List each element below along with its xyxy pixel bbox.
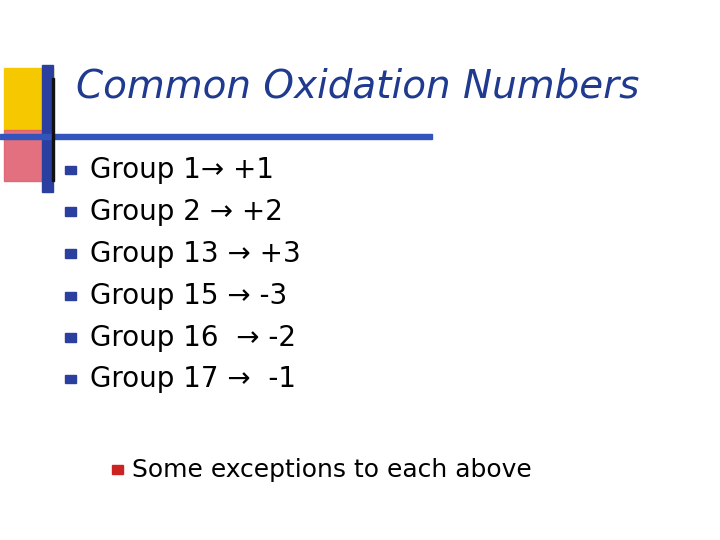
Bar	[65, 333, 76, 342]
Bar	[4, 68, 53, 130]
Text: Group 1→ +1: Group 1→ +1	[90, 156, 274, 184]
Bar	[65, 166, 76, 174]
Bar	[65, 292, 76, 300]
Text: Group 2 → +2: Group 2 → +2	[90, 198, 283, 226]
Text: Group 13 → +3: Group 13 → +3	[90, 240, 301, 268]
Bar	[0, 134, 432, 139]
Text: Group 16  → -2: Group 16 → -2	[90, 323, 296, 352]
Text: Common Oxidation Numbers: Common Oxidation Numbers	[76, 68, 639, 105]
Text: Group 15 → -3: Group 15 → -3	[90, 282, 287, 310]
Bar	[65, 207, 76, 216]
Bar	[42, 65, 53, 192]
Bar	[52, 78, 54, 181]
Text: Group 17 →  -1: Group 17 → -1	[90, 365, 296, 393]
Bar	[112, 465, 123, 474]
Bar	[65, 249, 76, 258]
Bar	[65, 375, 76, 383]
Text: Some exceptions to each above: Some exceptions to each above	[132, 458, 531, 482]
Bar	[4, 130, 43, 181]
